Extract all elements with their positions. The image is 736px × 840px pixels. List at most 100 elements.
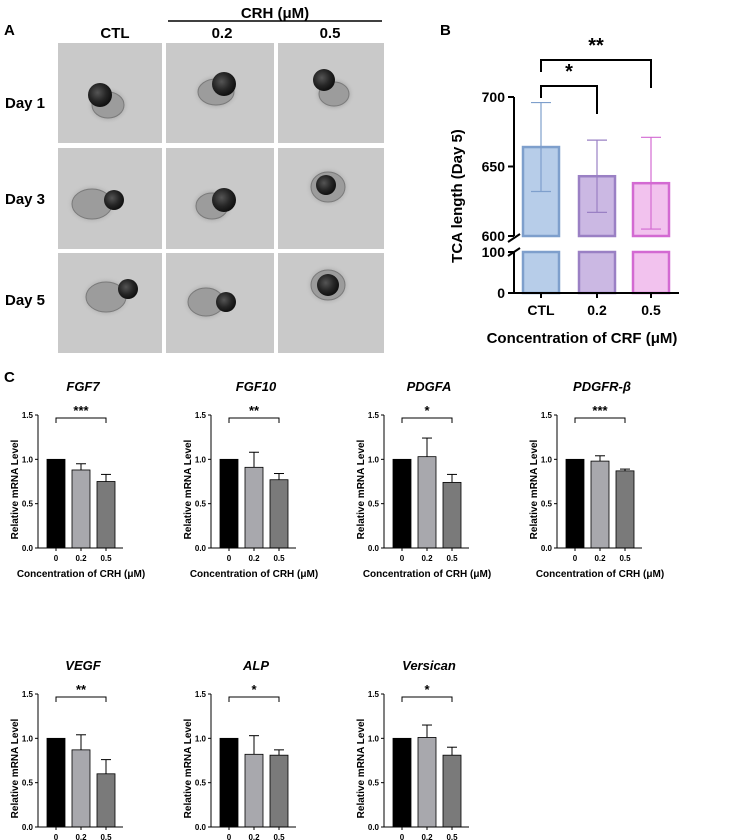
y-tick-label: 1.5	[22, 411, 34, 420]
y-tick-label: 0.5	[368, 500, 380, 509]
bar-0.5	[615, 470, 635, 549]
x-axis-title: Concentration of CRH (μM)	[190, 569, 318, 580]
y-tick-label: 650	[482, 159, 506, 175]
y-tick-label: 1.0	[368, 734, 380, 743]
micrograph-day1-0-5	[278, 43, 384, 143]
significance-bracket	[55, 696, 107, 702]
significance-bracket	[540, 85, 598, 114]
bar-0	[219, 458, 239, 549]
chart-title: FGF10	[236, 379, 277, 394]
panel-label-c: C	[4, 369, 15, 386]
row-label-day-5: Day 5	[5, 292, 45, 309]
bar-0	[392, 458, 412, 549]
y-tick-label: 1.5	[368, 690, 380, 699]
x-tick-label: 0.5	[619, 554, 631, 563]
panel-label-b: B	[440, 22, 451, 39]
x-tick-label: 0	[227, 554, 232, 563]
significance-bracket	[228, 417, 280, 423]
y-tick-label: 0.5	[541, 500, 553, 509]
y-tick-label: 1.5	[368, 411, 380, 420]
x-tick-label: 0.5	[446, 554, 458, 563]
column-header-ctl: CTL	[100, 25, 129, 42]
organoid-core	[212, 188, 236, 212]
panel-b-chart: 600 650 700 0 100 CTL 0.2 0.5 Concentration of C…	[449, 35, 681, 347]
bar-0	[392, 737, 412, 828]
bar-0	[219, 737, 239, 828]
bar-0	[46, 737, 66, 828]
y-axis-title-b: TCA length (Day 5)	[449, 129, 466, 263]
y-tick-label: 1.5	[195, 690, 207, 699]
row-label-day-3: Day 3	[5, 191, 45, 208]
significance-bracket	[55, 417, 107, 423]
y-axis-title: Relative mRNA Level	[10, 718, 21, 818]
column-header-0-5: 0.5	[320, 25, 341, 42]
column-header-0-2: 0.2	[212, 25, 233, 42]
bar-0.2	[71, 469, 91, 549]
micrograph-day5-0-5	[278, 253, 384, 353]
y-tick-label: 0.0	[195, 823, 207, 832]
y-tick-label: 0.0	[22, 823, 34, 832]
y-tick-label: 1.0	[541, 455, 553, 464]
y-tick-label: 0.0	[541, 544, 553, 553]
x-tick-label: 0.2	[248, 833, 260, 840]
x-tick-label: CTL	[527, 302, 555, 318]
organoid-core	[88, 83, 112, 107]
bar-0	[46, 458, 66, 549]
y-tick-label: 1.5	[195, 411, 207, 420]
x-tick-label: 0.2	[421, 833, 433, 840]
micrograph-day3-0-2	[166, 148, 274, 249]
chart-title: PDGFR-β	[573, 379, 631, 394]
bar-0.5	[442, 481, 462, 549]
y-tick-label: 0.5	[22, 500, 34, 509]
chart-fgf7: FGF7 0.0 0.5 1.0 1.5 0 0.2 0.5 Concentration of …	[10, 379, 145, 580]
bar-0.2	[590, 460, 610, 549]
chart-title: VEGF	[65, 658, 101, 673]
y-tick-label: 0	[497, 285, 505, 301]
micrograph-day3-ctl	[58, 148, 162, 249]
x-tick-label: 0.2	[587, 302, 607, 318]
x-tick-label: 0.2	[594, 554, 606, 563]
crh-group-header: CRH (μM)	[241, 5, 309, 22]
x-tick-label: 0	[54, 554, 59, 563]
x-tick-label: 0	[400, 833, 405, 840]
bar-0	[565, 458, 585, 549]
chart-fgf10: FGF10 0.0 0.5 1.0 1.5 0 0.2 0.5 Concentration of…	[183, 379, 318, 580]
y-tick-label: 0.0	[195, 544, 207, 553]
bar-0.2	[71, 749, 91, 828]
x-tick-label: 0.5	[273, 554, 285, 563]
x-tick-label: 0.5	[641, 302, 661, 318]
significance-bracket	[228, 696, 280, 702]
y-axis-title: Relative mRNA Level	[529, 439, 540, 539]
bar-0.2	[417, 737, 437, 828]
micrograph-day3-0-5	[278, 148, 384, 249]
y-tick-label: 0.0	[368, 544, 380, 553]
significance-bracket	[540, 59, 652, 88]
bar-0.2	[244, 753, 264, 828]
chart-title: ALP	[242, 658, 269, 673]
significance-label: *	[565, 61, 573, 83]
x-tick-label: 0	[54, 833, 59, 840]
y-tick-label: 700	[482, 89, 506, 105]
y-tick-label: 0.0	[368, 823, 380, 832]
x-tick-label: 0.5	[100, 833, 112, 840]
y-tick-label: 0.5	[22, 779, 34, 788]
bar-0.5	[96, 481, 116, 549]
y-tick-label: 0.0	[22, 544, 34, 553]
axis-break-gap	[516, 239, 681, 249]
y-tick-label: 1.0	[195, 455, 207, 464]
bar-b-lower-CTL	[521, 250, 561, 295]
x-tick-label: 0.2	[75, 554, 87, 563]
organoid-core	[216, 292, 236, 312]
y-tick-label: 0.5	[195, 500, 207, 509]
y-tick-label: 1.0	[195, 734, 207, 743]
organoid-core	[104, 190, 124, 210]
x-axis-title-b: Concentration of CRF (μM)	[487, 330, 678, 347]
bar-b-lower-0.2	[577, 250, 617, 295]
significance-label: ***	[592, 403, 608, 418]
bar-0.5	[96, 773, 116, 828]
y-axis-title: Relative mRNA Level	[356, 439, 367, 539]
x-axis-title: Concentration of CRH (μM)	[536, 569, 664, 580]
axis-break-mark	[507, 233, 521, 243]
